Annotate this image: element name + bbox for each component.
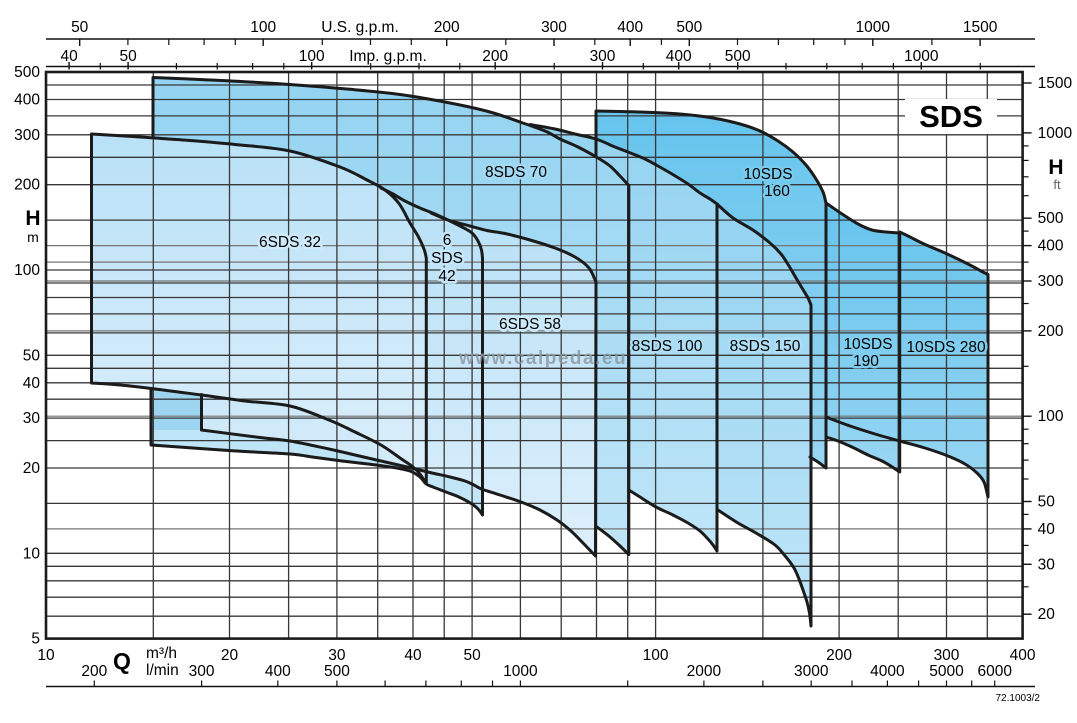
svg-text:500: 500 <box>324 663 350 680</box>
svg-text:5000: 5000 <box>929 663 964 680</box>
svg-text:10SDS 280: 10SDS 280 <box>906 339 986 356</box>
svg-text:3000: 3000 <box>794 663 829 680</box>
svg-text:1000: 1000 <box>904 48 939 65</box>
svg-text:10: 10 <box>23 545 41 562</box>
svg-text:100: 100 <box>299 48 325 65</box>
svg-text:200: 200 <box>434 19 460 36</box>
svg-text:SDS: SDS <box>431 250 463 267</box>
svg-text:42: 42 <box>438 268 455 285</box>
svg-text:20: 20 <box>23 460 41 477</box>
svg-text:300: 300 <box>590 48 616 65</box>
svg-text:72.1003/2: 72.1003/2 <box>996 693 1041 704</box>
svg-text:Imp. g.p.m.: Imp. g.p.m. <box>349 48 427 65</box>
svg-text:20: 20 <box>1038 606 1056 623</box>
svg-text:50: 50 <box>23 347 41 364</box>
svg-text:40: 40 <box>1038 521 1056 538</box>
svg-text:40: 40 <box>60 48 78 65</box>
svg-text:160: 160 <box>764 183 790 200</box>
svg-text:1500: 1500 <box>963 19 998 36</box>
svg-text:200: 200 <box>14 177 40 194</box>
svg-text:200: 200 <box>482 48 508 65</box>
svg-text:200: 200 <box>81 663 107 680</box>
svg-text:400: 400 <box>617 19 643 36</box>
svg-text:500: 500 <box>1038 210 1064 227</box>
svg-text:190: 190 <box>853 353 879 370</box>
svg-text:400: 400 <box>14 92 40 109</box>
svg-text:20: 20 <box>221 647 239 664</box>
svg-text:6000: 6000 <box>977 663 1012 680</box>
svg-text:50: 50 <box>71 19 89 36</box>
svg-text:100: 100 <box>1038 408 1064 425</box>
svg-text:1000: 1000 <box>503 663 538 680</box>
svg-text:l/min: l/min <box>146 662 179 679</box>
svg-text:5: 5 <box>31 631 40 648</box>
svg-text:1000: 1000 <box>1038 125 1073 142</box>
svg-text:100: 100 <box>250 19 276 36</box>
svg-text:10SDS: 10SDS <box>743 166 792 183</box>
svg-text:400: 400 <box>1010 647 1036 664</box>
svg-text:300: 300 <box>189 663 215 680</box>
svg-text:200: 200 <box>826 647 852 664</box>
svg-text:Q: Q <box>113 648 131 674</box>
svg-text:6SDS 32: 6SDS 32 <box>259 234 321 251</box>
svg-text:1000: 1000 <box>856 19 891 36</box>
svg-text:300: 300 <box>934 647 960 664</box>
svg-text:U.S. g.p.m.: U.S. g.p.m. <box>321 19 399 36</box>
svg-text:40: 40 <box>404 647 422 664</box>
svg-text:100: 100 <box>14 262 40 279</box>
svg-text:6SDS 58: 6SDS 58 <box>499 316 561 333</box>
svg-text:30: 30 <box>1038 556 1056 573</box>
svg-text:8SDS 150: 8SDS 150 <box>730 338 801 355</box>
svg-text:6: 6 <box>443 232 452 249</box>
svg-text:SDS: SDS <box>919 99 983 134</box>
svg-text:ft: ft <box>1053 177 1061 192</box>
svg-text:www.calpeda.eu: www.calpeda.eu <box>458 348 627 369</box>
svg-text:10: 10 <box>37 647 55 664</box>
svg-text:H: H <box>1048 156 1063 179</box>
svg-text:300: 300 <box>14 127 40 144</box>
svg-text:2000: 2000 <box>687 663 722 680</box>
svg-text:m: m <box>27 229 39 245</box>
svg-text:100: 100 <box>643 647 669 664</box>
svg-text:50: 50 <box>119 48 137 65</box>
svg-text:8SDS 70: 8SDS 70 <box>485 164 547 181</box>
svg-text:400: 400 <box>265 663 291 680</box>
svg-text:400: 400 <box>1038 238 1064 255</box>
svg-text:4000: 4000 <box>870 663 905 680</box>
svg-text:8SDS 100: 8SDS 100 <box>632 338 703 355</box>
svg-text:500: 500 <box>676 19 702 36</box>
svg-text:200: 200 <box>1038 323 1064 340</box>
svg-text:500: 500 <box>14 64 40 81</box>
svg-text:30: 30 <box>328 647 346 664</box>
svg-text:500: 500 <box>725 48 751 65</box>
svg-text:10SDS: 10SDS <box>843 336 892 353</box>
svg-text:1500: 1500 <box>1038 75 1073 92</box>
svg-text:50: 50 <box>463 647 481 664</box>
svg-text:300: 300 <box>541 19 567 36</box>
svg-text:400: 400 <box>666 48 692 65</box>
svg-text:40: 40 <box>23 375 41 392</box>
svg-text:m³/h: m³/h <box>146 645 177 662</box>
svg-text:H: H <box>25 207 40 230</box>
svg-text:50: 50 <box>1038 494 1056 511</box>
svg-text:300: 300 <box>1038 273 1064 290</box>
svg-text:30: 30 <box>23 410 41 427</box>
